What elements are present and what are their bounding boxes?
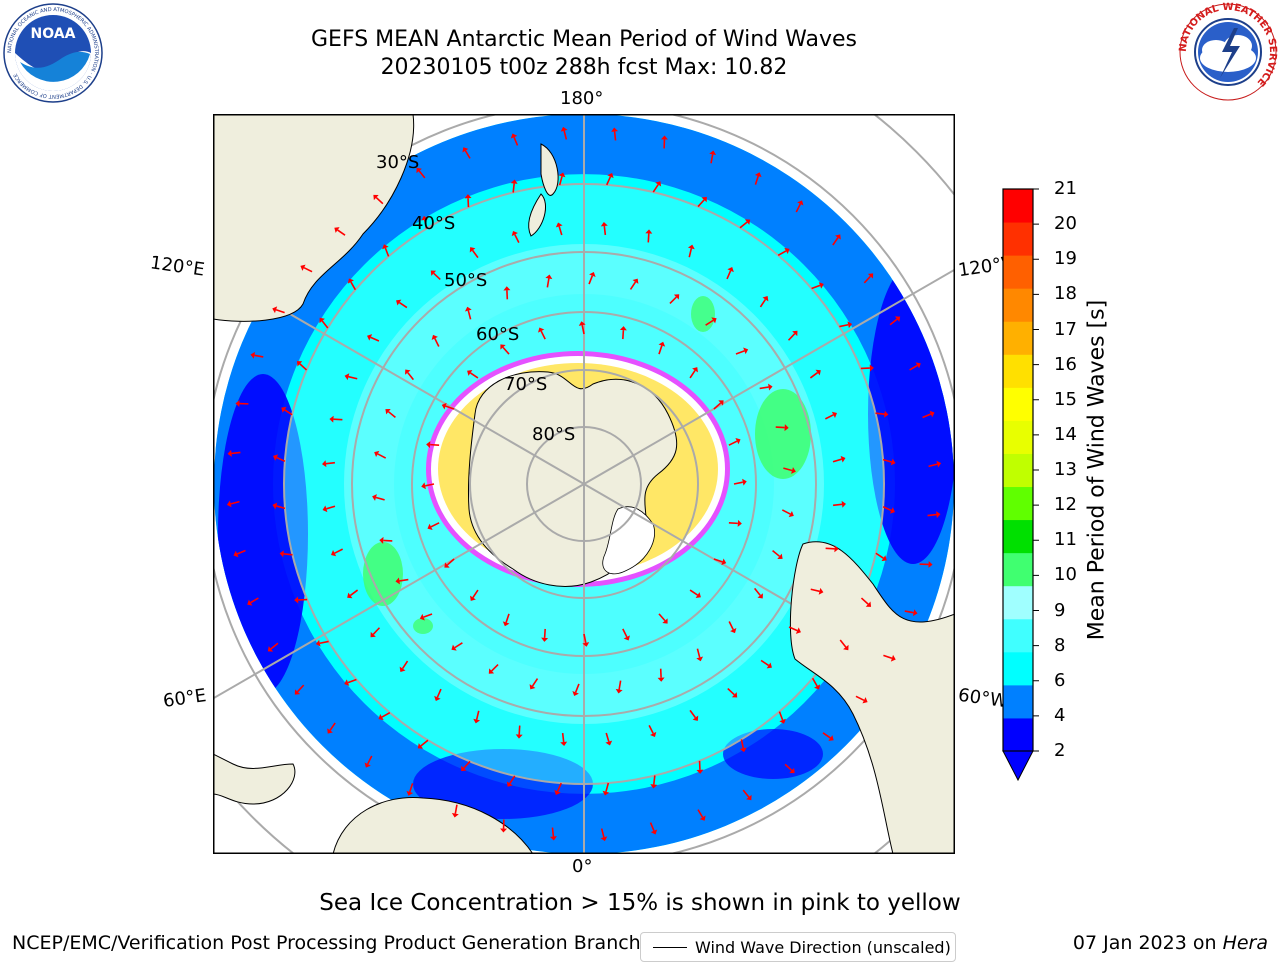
colorbar-segment xyxy=(1003,718,1033,752)
lat-label-80s: 80°S xyxy=(532,424,575,445)
wave-direction-arrow xyxy=(513,184,514,193)
lon-label-180: 180° xyxy=(560,88,603,109)
colorbar-tick-label: 12 xyxy=(1054,496,1077,514)
wave-direction-arrow xyxy=(333,419,342,420)
footer-credit: NCEP/EMC/Verification Post Processing Pr… xyxy=(12,932,641,954)
noaa-logo-text: NOAA xyxy=(31,26,76,42)
lat-label-60s: 60°S xyxy=(476,324,519,345)
colorbar-tick-label: 10 xyxy=(1054,566,1077,584)
colorbar-segment xyxy=(1003,520,1033,554)
wave-direction-arrow xyxy=(776,427,785,428)
wave-direction-arrow xyxy=(552,828,553,837)
colorbar-tick-label: 14 xyxy=(1054,426,1077,444)
colorbar-tick-label: 6 xyxy=(1054,672,1065,690)
map-legend: Wind Wave Direction (unscaled) xyxy=(640,932,956,962)
colorbar-segment xyxy=(1003,288,1033,322)
colorbar-tick-label: 20 xyxy=(1054,215,1077,233)
wave-direction-arrow xyxy=(615,131,616,140)
colorbar-tick-label: 18 xyxy=(1054,285,1077,303)
noaa-logo: NOAA NATIONAL OCEANIC AND ATMOSPHERIC AD… xyxy=(2,2,104,104)
colorbar-tick-label: 19 xyxy=(1054,250,1077,268)
wave-direction-arrow xyxy=(826,548,835,549)
colorbar-segment xyxy=(1003,387,1033,421)
colorbar-tick-label: 4 xyxy=(1054,707,1065,725)
map-title-line2: 20230105 t00z 288h fcst Max: 10.82 xyxy=(0,54,1168,82)
wave-direction-arrow xyxy=(928,515,937,516)
colorbar-segment xyxy=(1003,255,1033,289)
colorbar-tick-label: 21 xyxy=(1054,180,1077,198)
colorbar-segment xyxy=(1003,652,1033,686)
wave-direction-arrow xyxy=(729,523,738,524)
colorbar-tick-label: 13 xyxy=(1054,461,1077,479)
colorbar-segment xyxy=(1003,453,1033,487)
lon-label-60e: 60°E xyxy=(162,685,208,712)
colorbar-title: Mean Period of Wind Waves [s] xyxy=(1085,300,1110,640)
legend-label: Wind Wave Direction (unscaled) xyxy=(695,938,951,957)
wave-direction-arrow xyxy=(326,463,335,464)
wave-direction-arrow xyxy=(876,413,885,414)
polar-map: Wind Wave Direction (unscaled) xyxy=(213,114,955,854)
colorbar-tick-label: 8 xyxy=(1054,637,1065,655)
footer-date-text: 07 Jan 2023 on xyxy=(1073,932,1223,954)
colorbar-segment xyxy=(1003,553,1033,587)
lat-label-40s: 40°S xyxy=(412,213,455,234)
colorbar-segment xyxy=(1003,321,1033,355)
colorbar-segment xyxy=(1003,487,1033,521)
colorbar-segment xyxy=(1003,354,1033,388)
colorbar-tick-label: 17 xyxy=(1054,321,1077,339)
wave-direction-arrow xyxy=(648,233,649,242)
wave-direction-arrow xyxy=(833,504,842,505)
footer-host: Hera xyxy=(1223,932,1268,954)
lon-label-120e: 120°E xyxy=(149,252,206,280)
wave-direction-arrow xyxy=(654,776,655,785)
colorbar xyxy=(1000,186,1040,786)
wave-direction-arrow xyxy=(604,226,605,235)
colorbar-tick-label: 16 xyxy=(1054,356,1077,374)
wave-direction-arrow xyxy=(383,540,392,541)
colorbar-segment xyxy=(1003,189,1033,223)
colorbar-segment xyxy=(1003,619,1033,653)
wave-direction-arrow xyxy=(563,733,564,742)
lon-label-0: 0° xyxy=(572,856,592,877)
colorbar-segment xyxy=(1003,586,1033,620)
colorbar-tick-label: 2 xyxy=(1054,742,1065,760)
polar-map-canvas xyxy=(213,114,955,854)
lat-label-50s: 50°S xyxy=(444,270,487,291)
legend-line-icon xyxy=(653,947,687,948)
wave-direction-arrow xyxy=(519,726,520,735)
footer-date: 07 Jan 2023 on Hera xyxy=(1073,932,1268,954)
wave-direction-arrow xyxy=(430,445,439,446)
colorbar-segment xyxy=(1003,420,1033,454)
colorbar-segment xyxy=(1003,222,1033,256)
lat-label-30s: 30°S xyxy=(376,152,419,173)
colorbar-tick-label: 9 xyxy=(1054,602,1065,620)
map-title-line1: GEFS MEAN Antarctic Mean Period of Wind … xyxy=(0,26,1168,54)
colorbar-extend-arrow xyxy=(1003,751,1033,780)
colorbar-segment xyxy=(1003,685,1033,719)
colorbar-tick-label: 11 xyxy=(1054,531,1077,549)
wave-direction-arrow xyxy=(284,554,293,555)
colorbar-tick-label: 15 xyxy=(1054,391,1077,409)
sea-ice-note: Sea Ice Concentration > 15% is shown in … xyxy=(0,890,1280,916)
nws-logo: NATIONAL WEATHER SERVICE xyxy=(1176,0,1280,104)
lat-label-70s: 70°S xyxy=(504,374,547,395)
wave-direction-arrow xyxy=(545,629,546,638)
wave-direction-arrow xyxy=(623,330,624,339)
wave-direction-arrow xyxy=(231,452,240,453)
